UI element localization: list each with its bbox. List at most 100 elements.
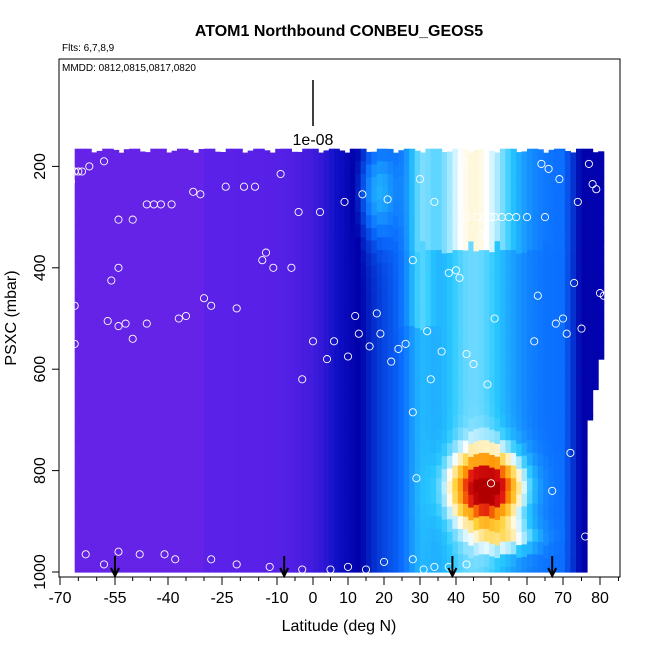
- heat-cell: [521, 202, 528, 216]
- heat-cell: [598, 290, 605, 304]
- heat-cell: [182, 262, 189, 276]
- heat-cell: [113, 251, 120, 265]
- heat-cell: [393, 342, 399, 357]
- heat-cell: [570, 279, 577, 293]
- heat-cell: [187, 327, 194, 341]
- heat-cell: [187, 302, 194, 316]
- heat-cell: [414, 391, 421, 405]
- heat-cell: [204, 174, 210, 188]
- heat-cell: [296, 468, 303, 482]
- heat-cell: [564, 518, 571, 532]
- heat-cell: [414, 239, 421, 253]
- heat-cell: [452, 465, 459, 479]
- heat-cell: [166, 482, 173, 496]
- heat-cell: [102, 199, 109, 213]
- heat-cell: [543, 330, 550, 344]
- heat-cell: [484, 516, 490, 530]
- heat-cell: [107, 452, 114, 467]
- heat-cell: [166, 266, 173, 280]
- heat-cell: [74, 237, 81, 251]
- heat-cell: [134, 338, 141, 353]
- heat-cell: [253, 224, 260, 238]
- heat-cell: [548, 479, 555, 493]
- heat-cell: [468, 482, 475, 496]
- heat-cell: [177, 275, 183, 289]
- heat-cell: [187, 517, 194, 531]
- heat-cell: [177, 364, 183, 378]
- heat-cell: [516, 329, 523, 343]
- heat-cell: [286, 414, 292, 429]
- heat-cell: [516, 266, 523, 280]
- heat-cell: [344, 152, 351, 166]
- heat-cell: [360, 465, 367, 479]
- heat-cell: [349, 288, 356, 302]
- heat-cell: [280, 326, 287, 340]
- heat-cell: [484, 186, 490, 200]
- heat-cell: [532, 288, 539, 302]
- heat-cell: [139, 417, 146, 431]
- heat-cell: [258, 452, 265, 467]
- heat-cell: [286, 478, 292, 492]
- heat-cell: [193, 406, 200, 420]
- heat-cell: [376, 503, 383, 517]
- heat-cell: [494, 190, 501, 204]
- heat-cell: [107, 440, 114, 454]
- heat-cell: [129, 300, 135, 315]
- heat-cell: [447, 240, 453, 254]
- heat-cell: [457, 186, 464, 200]
- heat-cell: [371, 557, 378, 571]
- heat-cell: [505, 250, 512, 264]
- heat-cell: [247, 416, 254, 430]
- sample-point: [469, 360, 478, 369]
- heat-cell: [204, 288, 210, 302]
- heat-cell: [102, 313, 109, 327]
- heat-cell: [307, 338, 314, 353]
- heat-cell: [425, 224, 432, 238]
- heat-cell: [393, 406, 399, 420]
- heat-cell: [85, 541, 92, 555]
- heat-cell: [516, 519, 523, 533]
- heat-cell: [225, 313, 232, 327]
- heat-cell: [447, 176, 453, 191]
- heat-cell: [441, 380, 448, 394]
- heat-cell: [393, 304, 399, 319]
- heat-cell: [253, 566, 260, 573]
- heat-cell: [581, 262, 588, 276]
- heat-cell: [505, 554, 512, 568]
- heat-cell: [527, 250, 533, 264]
- heat-cell: [85, 237, 92, 251]
- heat-cell: [484, 376, 490, 391]
- heat-cell: [269, 342, 276, 357]
- heat-cell: [334, 566, 340, 573]
- heat-cell: [463, 187, 469, 201]
- heat-cell: [107, 313, 114, 327]
- heat-cell: [334, 224, 340, 238]
- heat-cell: [441, 481, 448, 495]
- heat-cell: [576, 414, 583, 429]
- heat-cell: [494, 291, 501, 306]
- heat-cell: [313, 503, 319, 517]
- heat-cell: [247, 391, 254, 405]
- heat-cell: [420, 292, 426, 306]
- heat-cell: [129, 427, 135, 441]
- heat-cell: [393, 507, 399, 521]
- heat-cell: [532, 351, 539, 365]
- heat-cell: [247, 568, 254, 573]
- heat-cell: [366, 316, 372, 330]
- heat-cell: [145, 253, 151, 267]
- heat-cell: [570, 405, 577, 420]
- heat-cell: [80, 364, 87, 378]
- heat-cell: [334, 288, 340, 302]
- heat-cell: [318, 545, 325, 559]
- heat-cell: [398, 238, 405, 253]
- sample-point: [566, 448, 575, 457]
- heat-cell: [510, 237, 517, 251]
- heat-cell: [214, 493, 221, 508]
- heat-cell: [209, 300, 216, 315]
- heat-cell: [494, 152, 501, 166]
- heat-cell: [302, 186, 309, 200]
- heat-cell: [166, 317, 173, 331]
- heat-cell: [510, 174, 517, 188]
- heat-cell: [576, 326, 583, 340]
- heat-cell: [107, 376, 114, 391]
